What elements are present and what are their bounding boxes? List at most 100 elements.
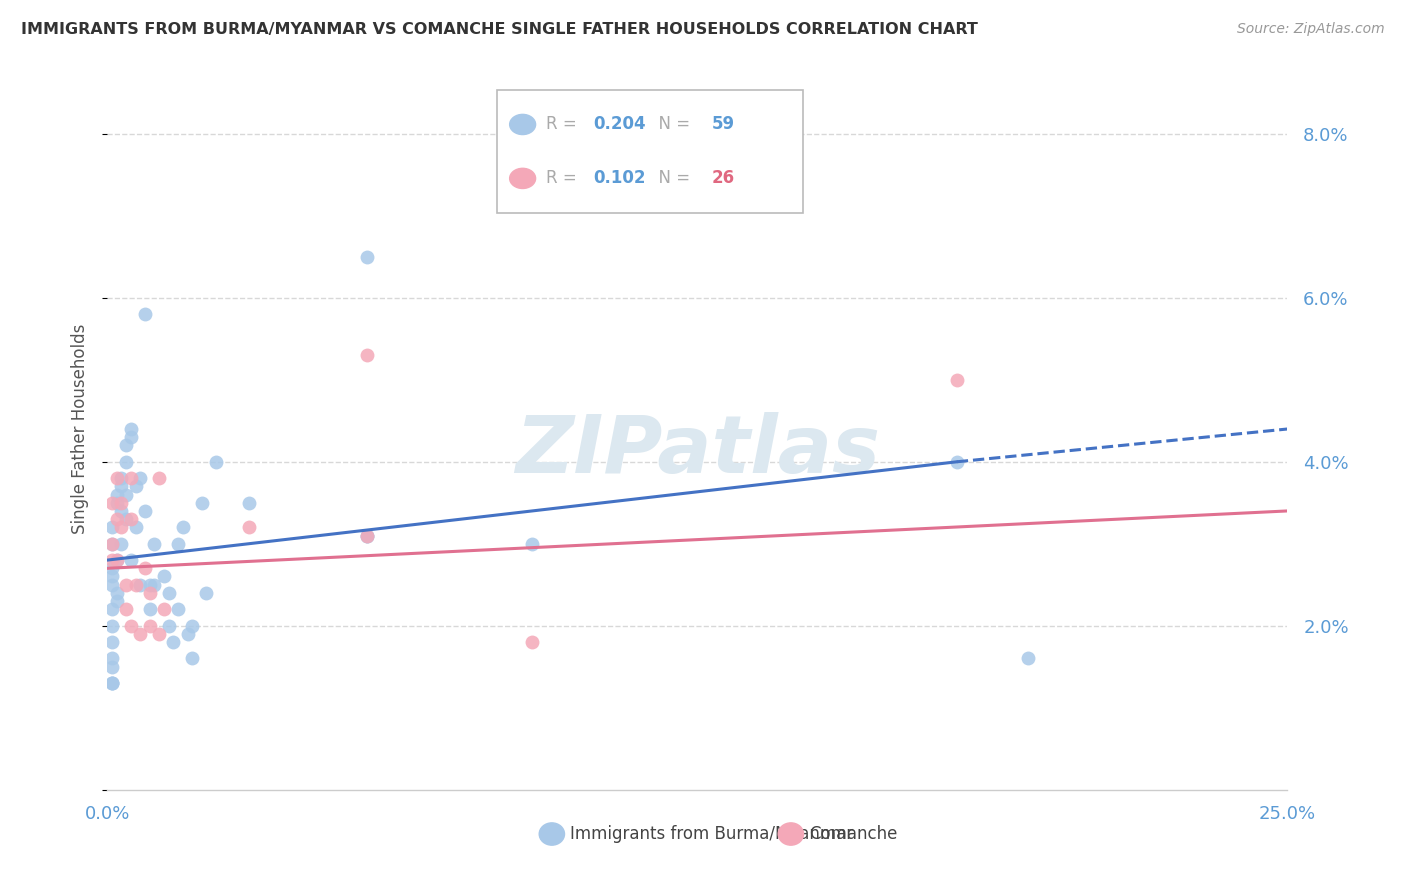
Y-axis label: Single Father Households: Single Father Households (72, 324, 89, 534)
Point (190, 496, 212, 510)
Point (105, 553, 128, 567)
Point (946, 373, 969, 387)
Point (181, 618, 204, 632)
Text: R =: R = (546, 115, 582, 134)
Point (139, 618, 162, 632)
Point (129, 471, 152, 485)
Point (101, 569, 124, 583)
FancyBboxPatch shape (496, 90, 803, 212)
Point (946, 455, 969, 469)
Point (101, 651, 124, 665)
Point (120, 553, 142, 567)
Text: 0.204: 0.204 (593, 115, 645, 134)
Point (356, 250, 378, 264)
Point (157, 586, 180, 600)
Point (120, 430, 142, 444)
Text: N =: N = (648, 169, 695, 187)
Point (172, 520, 194, 534)
Point (101, 635, 124, 649)
Point (238, 496, 260, 510)
Point (115, 487, 138, 501)
Point (134, 307, 156, 321)
Point (105, 471, 128, 485)
Point (101, 496, 124, 510)
Point (101, 577, 124, 591)
Ellipse shape (509, 169, 536, 188)
Point (153, 569, 176, 583)
Point (110, 471, 132, 485)
Point (520, 537, 543, 551)
Point (238, 520, 260, 534)
Point (105, 586, 128, 600)
Point (356, 528, 378, 542)
Point (105, 487, 128, 501)
Point (115, 455, 138, 469)
Point (148, 471, 170, 485)
Text: 0.102: 0.102 (593, 169, 645, 187)
Point (139, 602, 162, 616)
Point (124, 479, 146, 493)
Text: IMMIGRANTS FROM BURMA/MYANMAR VS COMANCHE SINGLE FATHER HOUSEHOLDS CORRELATION C: IMMIGRANTS FROM BURMA/MYANMAR VS COMANCH… (21, 22, 979, 37)
Point (1017, 651, 1039, 665)
Point (101, 561, 124, 575)
Point (101, 676, 124, 690)
Point (101, 537, 124, 551)
Point (356, 348, 378, 362)
Point (120, 618, 142, 632)
Point (101, 676, 124, 690)
Point (520, 635, 543, 649)
Text: Immigrants from Burma/Myanmar: Immigrants from Burma/Myanmar (571, 825, 853, 843)
Point (120, 471, 142, 485)
Point (101, 618, 124, 632)
Point (134, 561, 156, 575)
Point (120, 422, 142, 436)
Point (101, 537, 124, 551)
Point (157, 618, 180, 632)
Point (143, 577, 166, 591)
Ellipse shape (509, 114, 536, 135)
Point (110, 520, 132, 534)
Point (134, 504, 156, 518)
Point (105, 553, 128, 567)
Point (139, 577, 162, 591)
Point (101, 553, 124, 567)
Text: Source: ZipAtlas.com: Source: ZipAtlas.com (1237, 22, 1385, 37)
Text: N =: N = (648, 115, 695, 134)
Text: R =: R = (546, 169, 582, 187)
Point (162, 635, 184, 649)
Point (101, 676, 124, 690)
Point (120, 512, 142, 526)
Point (124, 520, 146, 534)
Point (110, 504, 132, 518)
Point (181, 651, 204, 665)
Point (124, 577, 146, 591)
Point (129, 577, 152, 591)
Point (115, 512, 138, 526)
Text: 26: 26 (711, 169, 734, 187)
Point (105, 594, 128, 608)
Point (129, 627, 152, 641)
Point (115, 438, 138, 452)
Point (356, 528, 378, 542)
Point (195, 586, 218, 600)
Point (167, 537, 190, 551)
Point (101, 602, 124, 616)
Point (148, 627, 170, 641)
Point (115, 577, 138, 591)
Point (105, 512, 128, 526)
Point (110, 537, 132, 551)
Point (139, 586, 162, 600)
Point (110, 496, 132, 510)
Point (143, 537, 166, 551)
Point (167, 602, 190, 616)
Point (356, 528, 378, 542)
Point (110, 479, 132, 493)
Point (115, 602, 138, 616)
Text: 59: 59 (711, 115, 734, 134)
Point (101, 520, 124, 534)
Point (153, 602, 176, 616)
Point (105, 496, 128, 510)
Point (205, 455, 228, 469)
Point (176, 627, 198, 641)
Point (101, 659, 124, 673)
